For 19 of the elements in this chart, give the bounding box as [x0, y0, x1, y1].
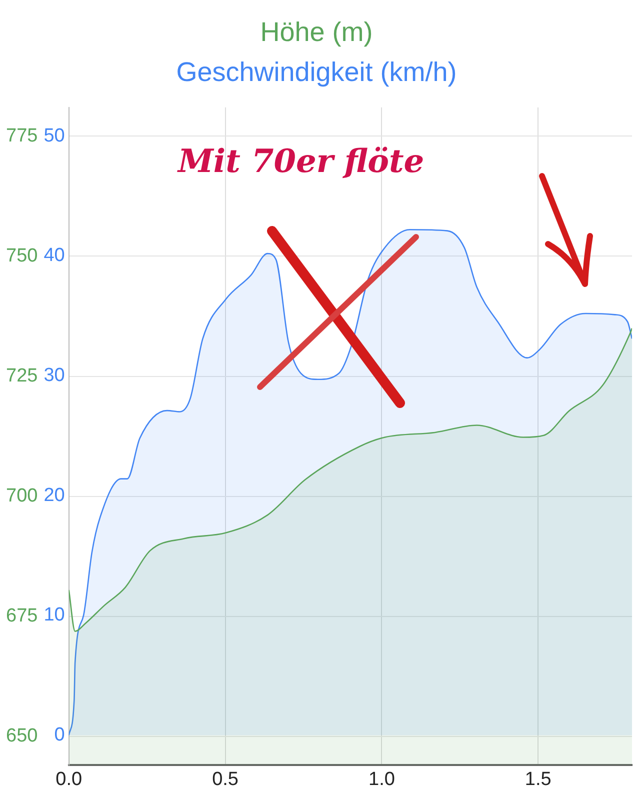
- y-tick-label: 700: [6, 486, 38, 507]
- y2-tick-label: 0: [54, 724, 65, 746]
- y2-tick-label: 10: [44, 604, 65, 626]
- y-tick-label: 750: [6, 245, 38, 266]
- y-tick-label: 725: [6, 366, 38, 387]
- annotation: Mit 70er flöte: [178, 142, 424, 180]
- y-tick-label: 775: [6, 125, 38, 146]
- x-tick-label: 0.0: [56, 768, 82, 790]
- y-tick-label: 650: [6, 726, 38, 747]
- text: Höhe (m): [259, 16, 374, 49]
- y2-tick-label: 20: [44, 484, 65, 506]
- y2-tick-label: 40: [44, 245, 65, 266]
- x-tick-label: 0.5: [212, 768, 238, 790]
- y-tick-label: 675: [6, 606, 38, 627]
- y2-tick-label: 50: [44, 125, 65, 146]
- text: Geschwindigkeit (km/h): [175, 56, 458, 89]
- y2-tick-label: 30: [44, 365, 65, 386]
- x-tick-label: 1.5: [524, 768, 552, 790]
- x-tick-label: 1.0: [368, 768, 395, 790]
